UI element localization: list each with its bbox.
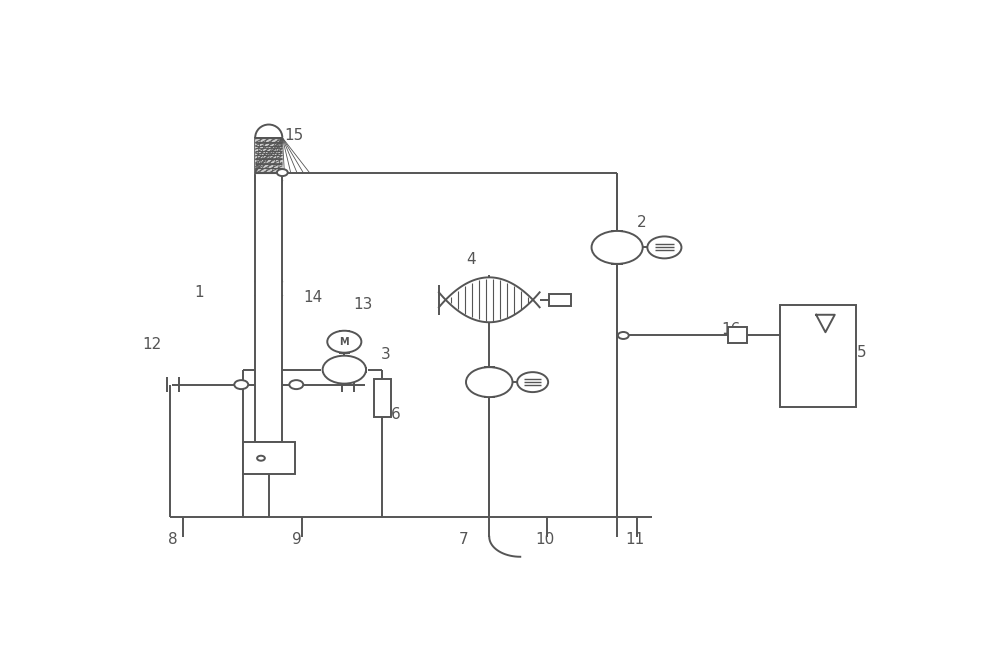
- Circle shape: [517, 372, 548, 392]
- Text: 5: 5: [857, 345, 867, 360]
- Text: 9: 9: [292, 532, 301, 547]
- Text: 8: 8: [168, 532, 177, 547]
- Circle shape: [289, 380, 303, 389]
- Circle shape: [323, 356, 366, 384]
- Bar: [374, 379, 391, 417]
- Circle shape: [466, 367, 512, 397]
- Text: 10: 10: [536, 532, 555, 547]
- Circle shape: [234, 380, 248, 389]
- Text: 13: 13: [354, 297, 373, 312]
- Text: 16: 16: [722, 322, 741, 337]
- Circle shape: [327, 330, 361, 353]
- Circle shape: [647, 237, 681, 259]
- Text: 7: 7: [458, 532, 468, 547]
- Text: 14: 14: [303, 290, 322, 305]
- Bar: [728, 327, 747, 343]
- Circle shape: [277, 169, 288, 176]
- Bar: [780, 305, 856, 407]
- Text: 3: 3: [381, 347, 390, 362]
- Circle shape: [618, 332, 629, 339]
- Bar: [549, 294, 571, 306]
- Bar: [255, 137, 282, 172]
- Circle shape: [257, 456, 265, 461]
- Bar: [255, 137, 282, 442]
- Circle shape: [592, 231, 643, 264]
- Text: 6: 6: [391, 407, 401, 422]
- Text: 11: 11: [625, 532, 644, 547]
- Text: 2: 2: [637, 215, 646, 230]
- Bar: [243, 442, 295, 474]
- Text: 4: 4: [466, 252, 476, 268]
- Text: 12: 12: [142, 337, 161, 353]
- Text: 1: 1: [195, 285, 204, 300]
- Text: M: M: [340, 337, 349, 347]
- Text: 15: 15: [284, 128, 303, 143]
